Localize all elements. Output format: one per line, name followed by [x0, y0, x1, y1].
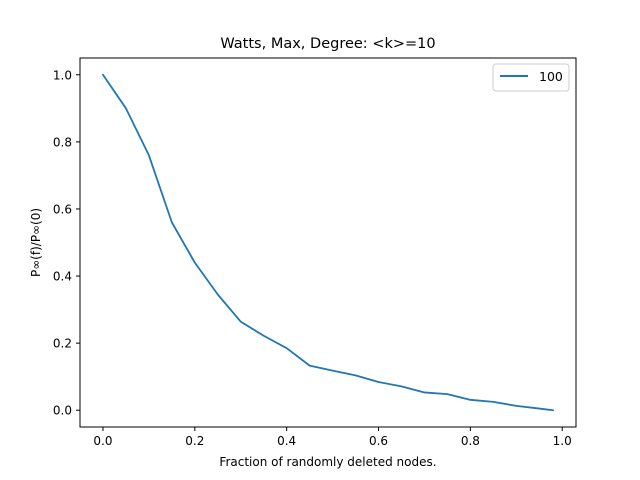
legend-label-100: 100: [539, 69, 563, 84]
x-axis-label: Fraction of randomly deleted nodes.: [219, 455, 436, 469]
y-tick-label: 0.4: [53, 270, 72, 284]
y-axis: 0.0 0.2 0.4 0.6 0.8 1.0: [53, 68, 80, 418]
x-tick-label: 0.0: [93, 434, 112, 448]
x-tick-label: 1.0: [553, 434, 572, 448]
legend-box: [492, 63, 570, 92]
x-tick-label: 0.2: [185, 434, 204, 448]
chart-title: Watts, Max, Degree: <k>=10: [220, 36, 435, 52]
y-axis-label: P∞(f)/P∞(0): [29, 208, 43, 277]
y-tick-label: 0.6: [53, 202, 72, 216]
legend: 100: [492, 63, 570, 92]
x-tick-label: 0.8: [461, 434, 480, 448]
x-tick-label: 0.6: [369, 434, 388, 448]
y-tick-label: 0.2: [53, 337, 72, 351]
plot-area: [102, 73, 554, 412]
series-line-100: [102, 73, 554, 412]
y-tick-label: 1.0: [53, 68, 72, 82]
y-tick-label: 0.0: [53, 404, 72, 418]
plot-frame: [79, 57, 577, 428]
x-axis: 0.0 0.2 0.4 0.6 0.8 1.0: [93, 427, 572, 448]
y-tick-label: 0.8: [53, 135, 72, 149]
x-tick-label: 0.4: [277, 434, 296, 448]
